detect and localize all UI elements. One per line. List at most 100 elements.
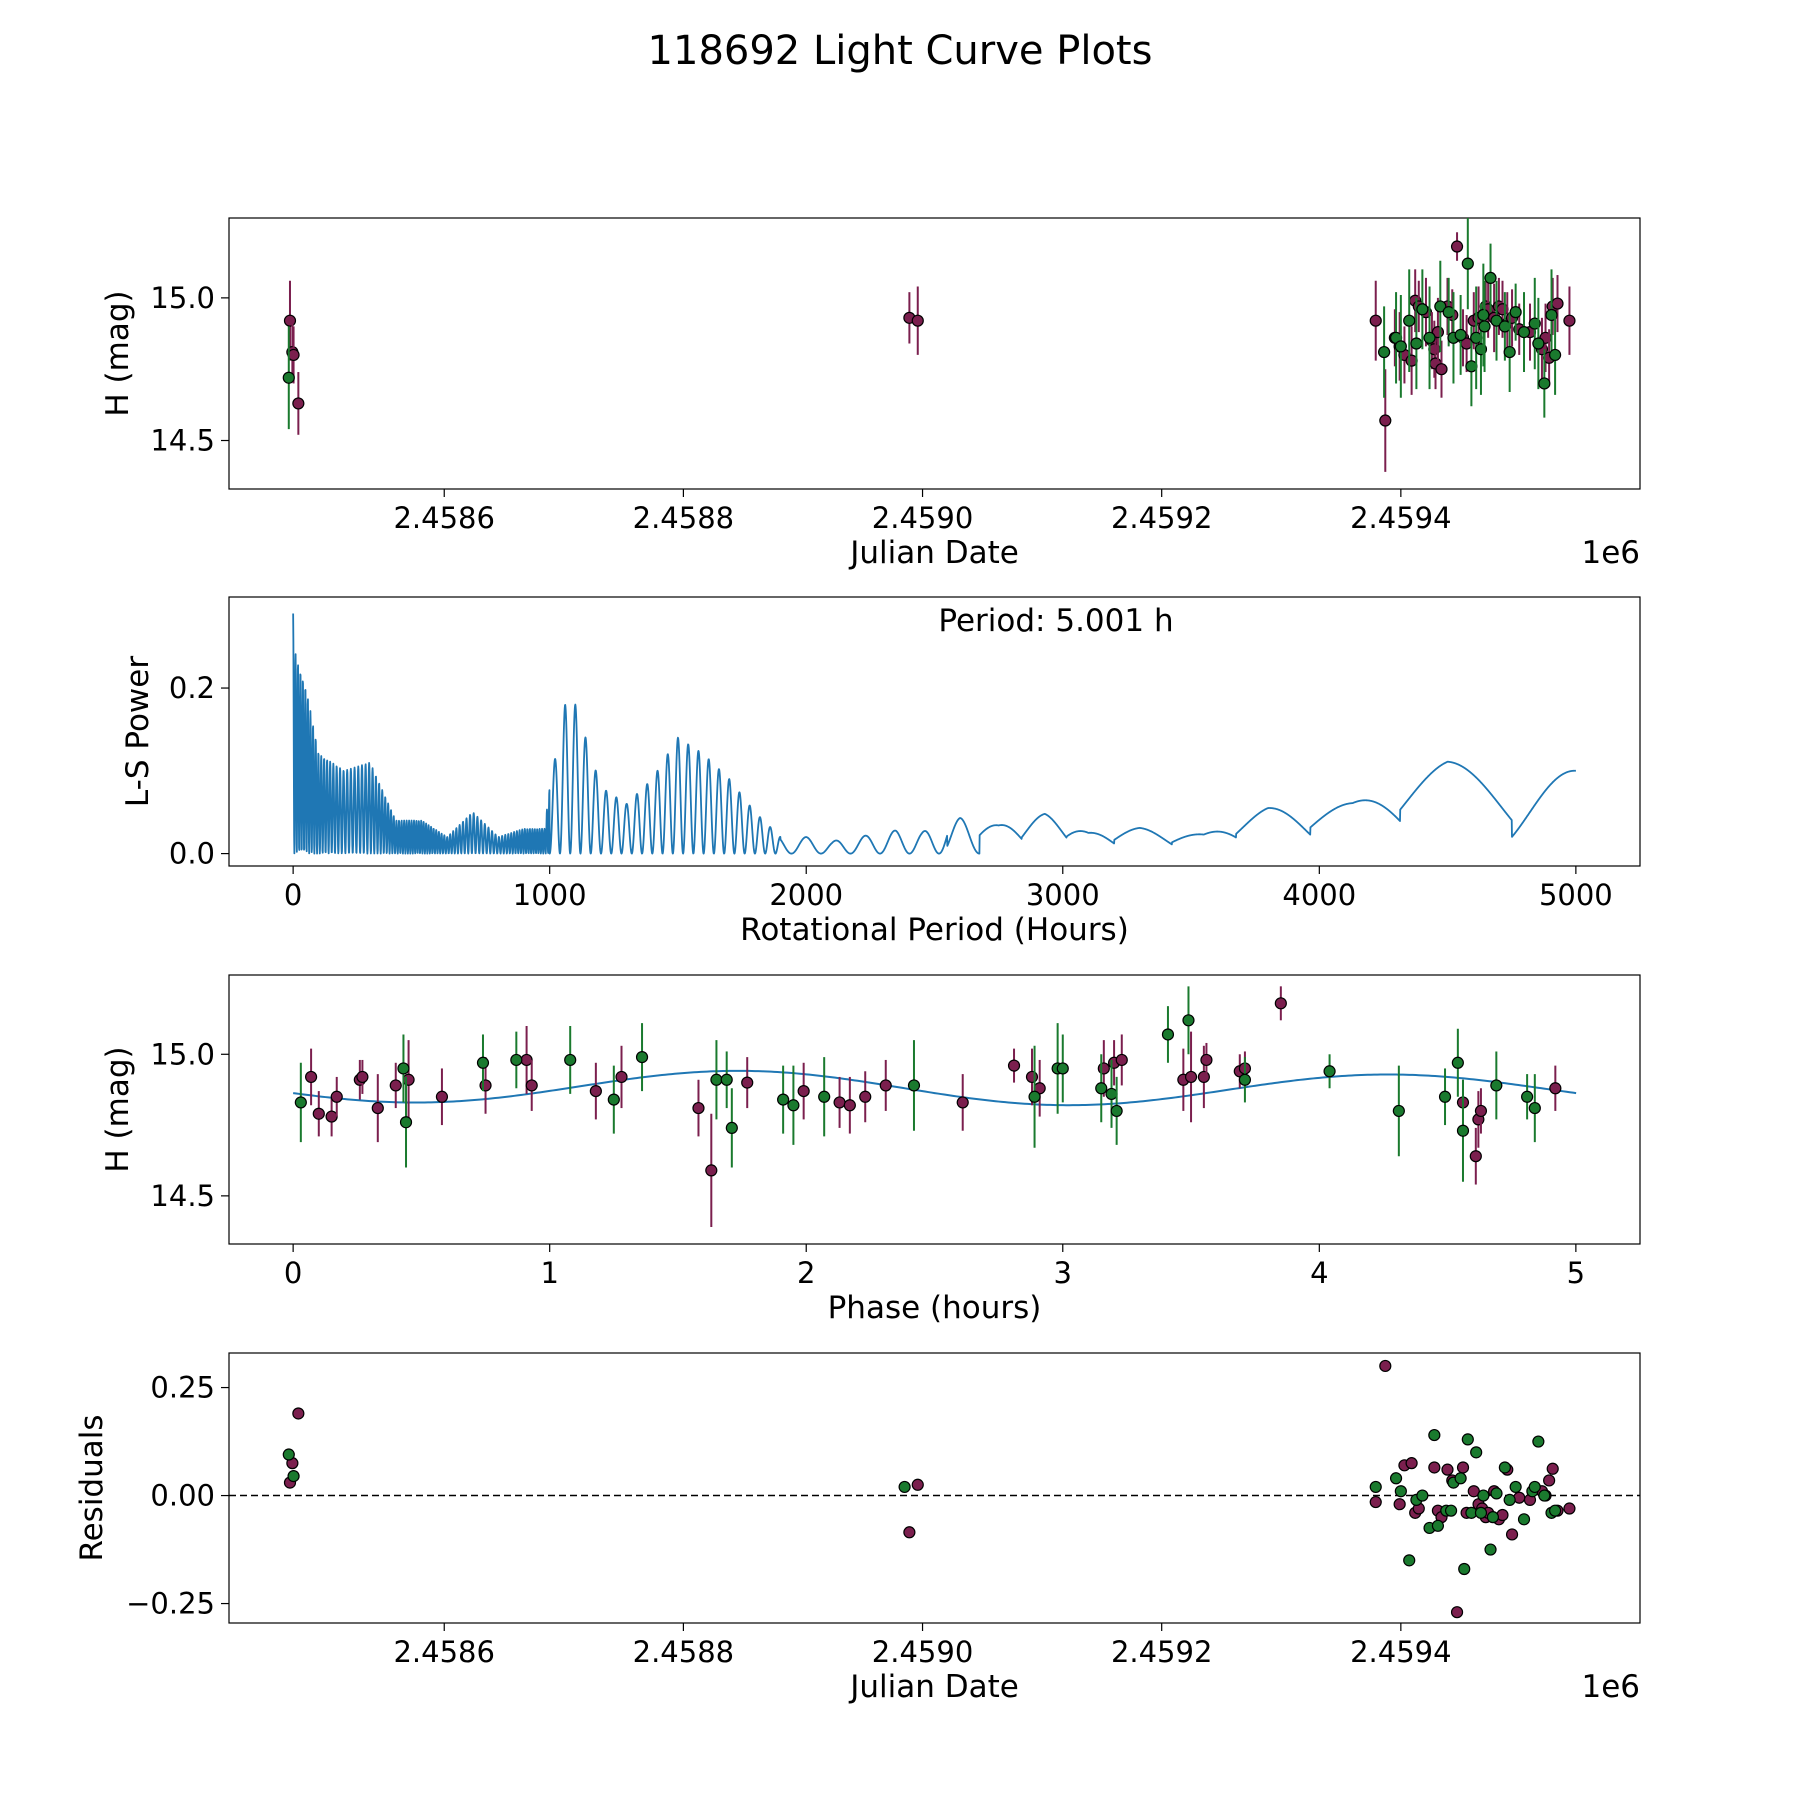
phase-point — [843, 1099, 856, 1112]
residuals-xlabel: Julian Date — [848, 1669, 1019, 1705]
phase-point — [635, 1051, 649, 1064]
residuals-point — [1416, 1489, 1429, 1502]
residuals-xtick-label: 2.4594 — [1350, 1635, 1451, 1669]
phase-point — [1095, 1082, 1108, 1095]
residuals-point — [1549, 1504, 1562, 1517]
lightcurve-point — [1378, 345, 1391, 359]
periodogram-annotation: Period: 5.001 h — [938, 603, 1173, 639]
lightcurve-xtick-label: 2.4586 — [393, 501, 494, 535]
residuals-point — [1546, 1462, 1559, 1475]
phase-point — [476, 1056, 490, 1069]
phase-point — [879, 1079, 892, 1092]
lightcurve-point — [1484, 271, 1497, 285]
phase-series-band-2 — [294, 986, 1541, 1182]
phase-xtick-label: 3 — [1054, 1256, 1072, 1290]
phase-point — [525, 1079, 538, 1092]
phase-xtick-label: 0 — [284, 1256, 302, 1290]
phase-point — [479, 1079, 492, 1092]
residuals-point — [1461, 1433, 1474, 1446]
phase-point — [564, 1053, 577, 1067]
periodogram-ylabel: L-S Power — [120, 656, 156, 807]
phase-panel: 0 1 2 3 4 5 14.5 15.0 Phase (hours) H (mag) — [100, 974, 1641, 1326]
phase-point — [1490, 1079, 1503, 1092]
residuals-point — [1528, 1480, 1541, 1494]
residuals-ytick-label: 0.25 — [150, 1371, 215, 1405]
lightcurve-ytick-label: 15.0 — [150, 281, 215, 315]
residuals-point — [1474, 1506, 1488, 1519]
phase-point — [294, 1096, 307, 1109]
lightcurve-point — [1416, 303, 1429, 316]
phase-point — [705, 1164, 718, 1177]
residuals-point — [1458, 1562, 1471, 1576]
residuals-series-band-2 — [282, 1428, 1562, 1576]
phase-point — [1238, 1073, 1252, 1086]
phase-point — [607, 1093, 620, 1106]
residuals-point — [1369, 1480, 1382, 1494]
residuals-point — [1428, 1461, 1441, 1474]
lightcurve-point — [1503, 345, 1516, 359]
residuals-ytick-label: −0.25 — [126, 1587, 215, 1621]
residuals-xtick-label: 2.4586 — [393, 1635, 494, 1669]
lightcurve-point — [1509, 306, 1522, 319]
periodogram-xlabel: Rotational Period (Hours) — [740, 912, 1129, 948]
lightcurve-point — [1379, 414, 1392, 427]
phase-point — [1025, 1070, 1039, 1084]
lightcurve-xtick-label: 2.4594 — [1350, 501, 1451, 535]
phase-point — [325, 1110, 338, 1123]
phase-point — [402, 1073, 415, 1086]
periodogram-xtick-label: 0 — [284, 878, 302, 912]
phase-point — [589, 1084, 602, 1098]
phase-point — [1182, 1014, 1195, 1027]
lightcurve-point — [1394, 340, 1407, 353]
residuals-offset-label: 1e6 — [1581, 1669, 1640, 1705]
phase-xlabel: Phase (hours) — [828, 1290, 1042, 1326]
phase-point — [397, 1062, 410, 1075]
lightcurve-xtick-label: 2.4590 — [872, 501, 973, 535]
residuals-point — [1509, 1480, 1522, 1494]
lightcurve-point — [1477, 308, 1490, 322]
residuals-point — [1369, 1495, 1382, 1509]
residuals-frame — [228, 1352, 1641, 1624]
phase-point — [833, 1096, 846, 1109]
residuals-point — [1456, 1461, 1470, 1474]
lightcurve-panel: 2.4586 2.4588 2.4590 2.4592 2.4594 14.5 15.0 Ju… — [100, 217, 1641, 571]
phase-xtick-label: 4 — [1310, 1256, 1328, 1290]
phase-point — [725, 1121, 738, 1135]
residuals-point — [1477, 1489, 1490, 1502]
phase-point — [312, 1107, 325, 1120]
lightcurve-ylabel: H (mag) — [100, 290, 136, 416]
lightcurve-point — [1435, 363, 1448, 376]
phase-point — [1392, 1104, 1405, 1118]
residuals-point — [287, 1470, 300, 1483]
residuals-point — [1454, 1472, 1467, 1485]
phase-point — [1474, 1104, 1488, 1118]
phase-point — [371, 1101, 384, 1115]
lightcurve-point — [1450, 240, 1464, 253]
phase-point — [520, 1053, 533, 1067]
periodogram-ytick-label: 0.0 — [169, 837, 215, 871]
residuals-point — [1470, 1446, 1483, 1459]
lightcurve-point — [1423, 331, 1436, 344]
phase-point — [1274, 997, 1287, 1010]
phase-point — [1115, 1053, 1128, 1067]
phase-point — [859, 1090, 872, 1103]
residuals-point — [911, 1478, 924, 1491]
residuals-point — [1389, 1472, 1403, 1485]
phase-point — [510, 1053, 523, 1067]
phase-point — [1161, 1028, 1175, 1041]
lightcurve-point — [1478, 320, 1491, 333]
residuals-point — [1538, 1489, 1551, 1502]
residuals-point — [1517, 1513, 1531, 1526]
residuals-point — [1405, 1457, 1418, 1470]
residuals-point — [1505, 1528, 1519, 1541]
phase-point — [435, 1090, 449, 1103]
phase-point — [1110, 1104, 1123, 1118]
periodogram-xtick-label: 2000 — [769, 878, 843, 912]
lightcurve-offset-label: 1e6 — [1581, 535, 1640, 571]
phase-point — [1528, 1101, 1541, 1115]
phase-point — [692, 1101, 705, 1115]
lightcurve-point — [292, 397, 305, 410]
phase-point — [356, 1070, 369, 1084]
residuals-point — [1444, 1504, 1458, 1517]
lightcurve-point — [1490, 314, 1503, 327]
